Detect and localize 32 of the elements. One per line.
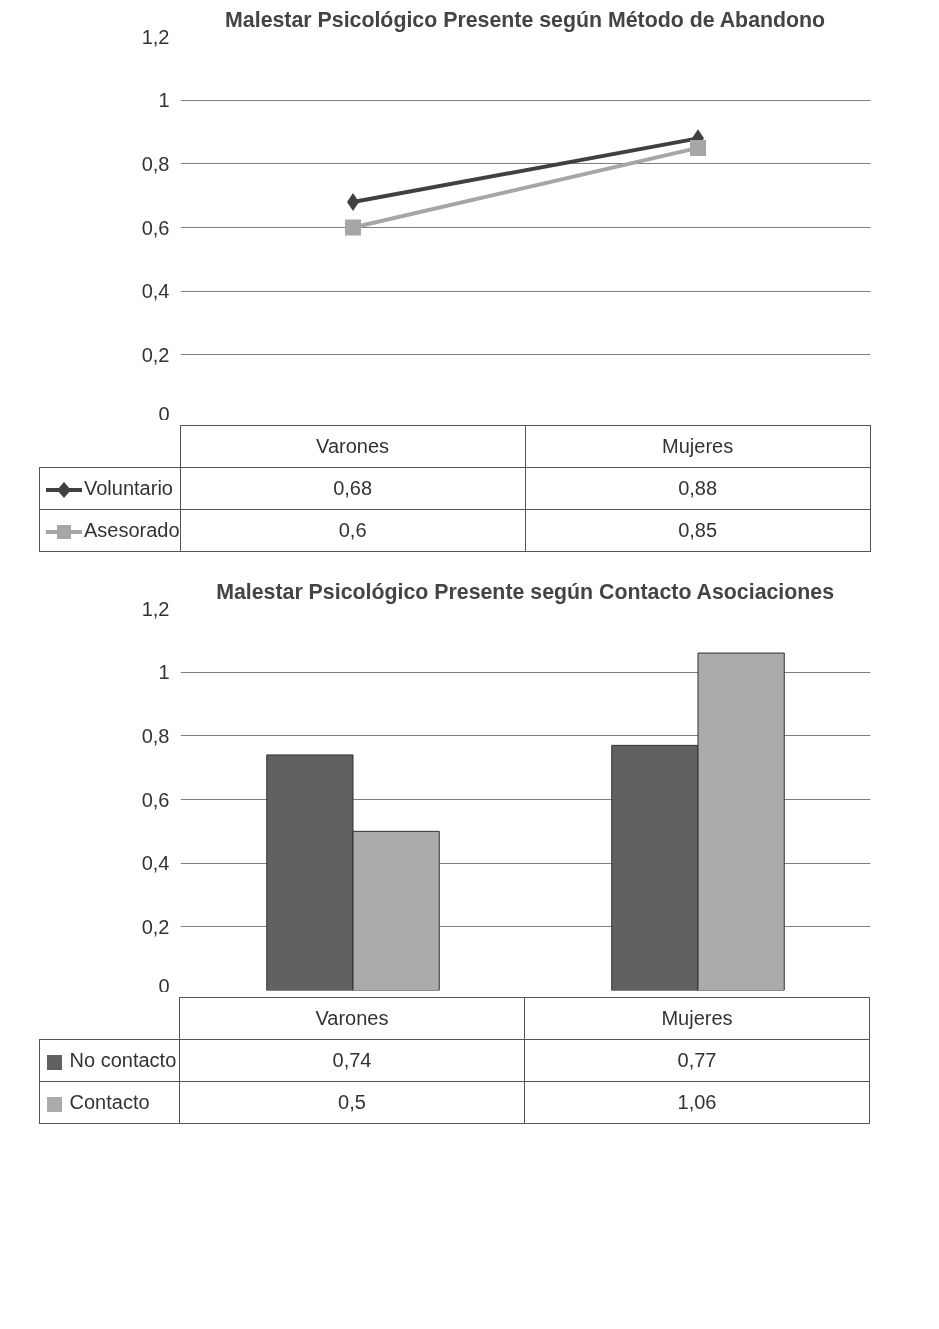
y-tick-label: 0 [158,402,170,425]
y-tick-label: 1 [158,661,170,684]
data-label: 0,5 [179,1081,525,1124]
y-tick-label: 0,2 [141,343,170,366]
y-tick-label: 0,4 [141,852,170,875]
data-label: 0,85 [525,509,871,552]
data-label: 1,06 [524,1081,870,1124]
data-label: 0,77 [524,1039,870,1082]
x-tick-label: Varones [179,997,525,1040]
y-tick-label: 1,2 [141,597,170,620]
y-tick-label: 1,2 [141,25,170,48]
legend-label: No contacto [39,1039,180,1082]
y-tick-label: 0,2 [141,915,170,938]
legend-label: Contacto [39,1081,180,1124]
chart-title: Malestar Psicológico Presente según Método de Abandono [225,7,826,32]
x-tick-label: Varones [180,425,526,468]
legend-label: Voluntario [39,467,181,510]
x-tick-label: Mujeres [524,997,870,1040]
point [345,219,361,236]
y-tick-label: 0,6 [141,788,170,811]
y-tick-label: 0,8 [141,152,170,175]
legend-label: Asesorado [39,509,181,552]
y-tick-label: 1 [158,89,170,112]
y-tick-label: 0,4 [141,280,170,303]
y-tick-label: 0,8 [141,724,170,747]
data-label: 0,88 [525,467,871,510]
y-tick-label: 0,6 [141,216,170,239]
data-label: 0,68 [180,467,526,510]
data-label: 0,74 [179,1039,525,1082]
x-tick-label: Mujeres [525,425,871,468]
chart-title: Malestar Psicológico Presente según Contacto Asociaciones [216,579,835,604]
y-tick-label: 0 [158,974,170,997]
